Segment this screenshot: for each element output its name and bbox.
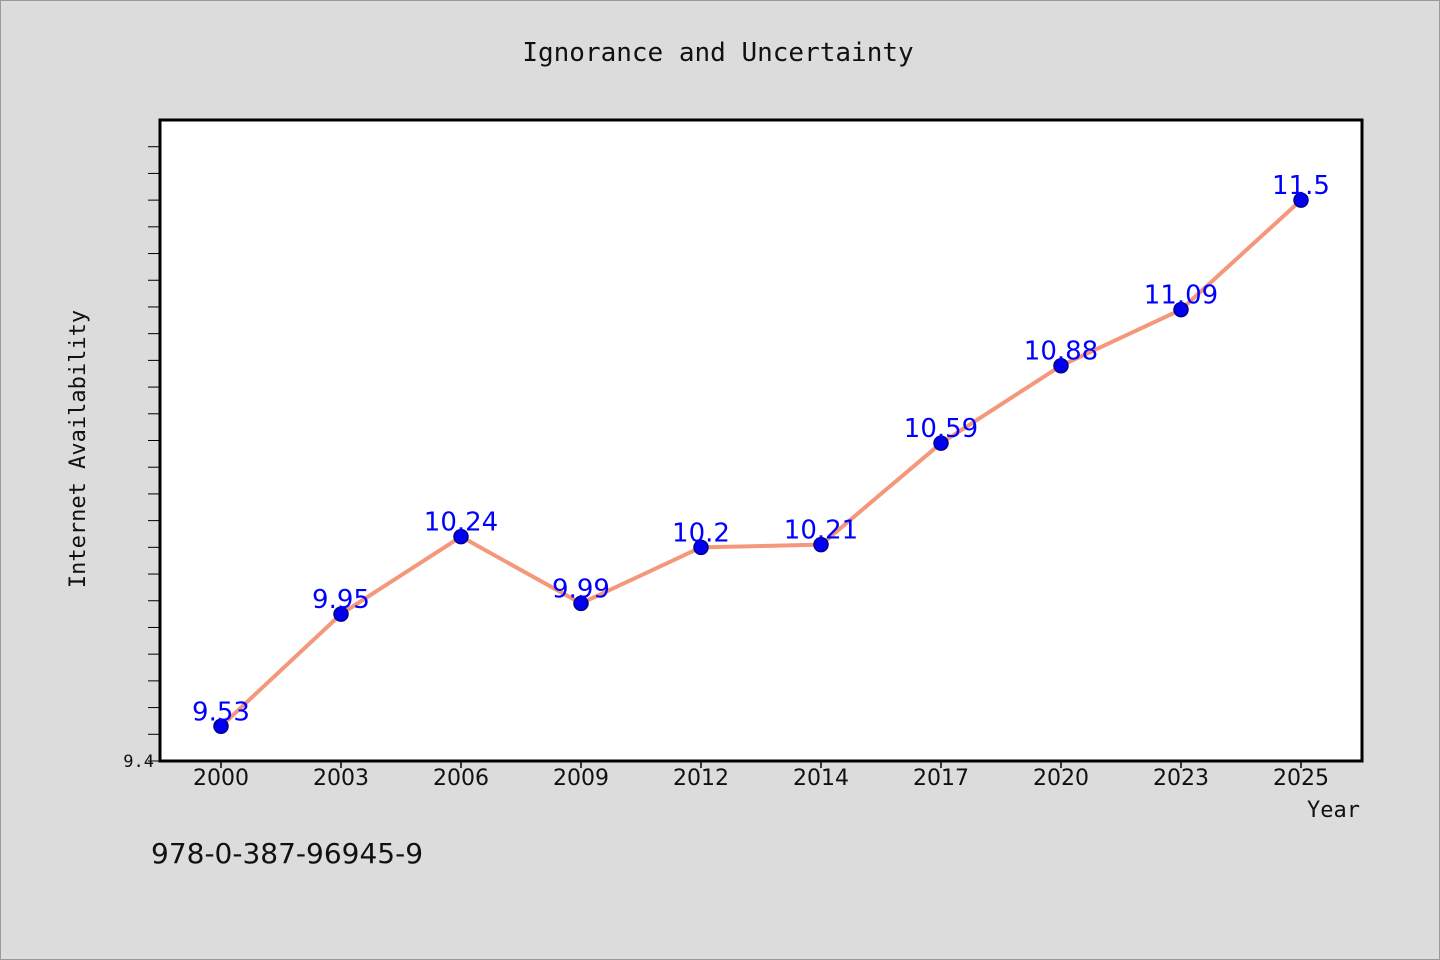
plot-area	[158, 118, 1364, 763]
data-point	[813, 536, 829, 553]
y-axis-label: Internet Availability	[66, 310, 91, 588]
data-label: 10.24	[424, 508, 498, 538]
data-point	[453, 528, 469, 545]
x-axis-label: Year	[1307, 798, 1360, 823]
data-label: 9.95	[312, 585, 370, 615]
x-axis-ticks: 2000 2003 2006 2009 2012 2014 2017 2020 2023 2025	[193, 761, 1329, 791]
data-point	[1053, 357, 1069, 374]
x-tick-label: 2014	[793, 766, 849, 791]
data-marks: 9.53 9.95 10.24 9.99 10.2 10.21 10.59 10.88 11.0…	[192, 171, 1330, 735]
chart-title: Ignorance and Uncertainty	[522, 38, 913, 68]
x-tick-label: 2020	[1033, 766, 1089, 791]
x-tick-label: 2023	[1153, 766, 1209, 791]
data-point	[693, 539, 709, 556]
data-point	[1173, 301, 1189, 318]
data-point	[573, 595, 589, 612]
series-line	[219, 198, 1303, 728]
data-label: 11.5	[1272, 171, 1330, 201]
data-label: 10.21	[784, 516, 858, 546]
data-label: 11.09	[1144, 281, 1218, 311]
x-tick-label: 2009	[553, 766, 609, 791]
data-label: 9.53	[192, 697, 250, 727]
data-label: 10.88	[1024, 337, 1098, 367]
x-tick-label: 2003	[313, 766, 369, 791]
x-tick-label: 2025	[1273, 766, 1329, 791]
isbn-footer: 978-0-387-96945-9	[151, 837, 423, 870]
data-point	[933, 435, 949, 451]
x-tick-label: 2006	[433, 766, 489, 791]
data-point	[213, 718, 229, 735]
data-label: 10.59	[904, 414, 978, 444]
data-point	[333, 606, 349, 622]
data-label: 9.99	[552, 574, 610, 604]
x-tick-label: 2000	[193, 766, 249, 791]
x-tick-label: 2017	[913, 766, 969, 791]
y-axis-ticks	[148, 146, 160, 762]
data-label: 10.2	[672, 518, 730, 548]
y-tick-label: 9.4	[123, 752, 154, 772]
data-point	[1293, 192, 1309, 208]
x-tick-label: 2012	[673, 766, 729, 791]
